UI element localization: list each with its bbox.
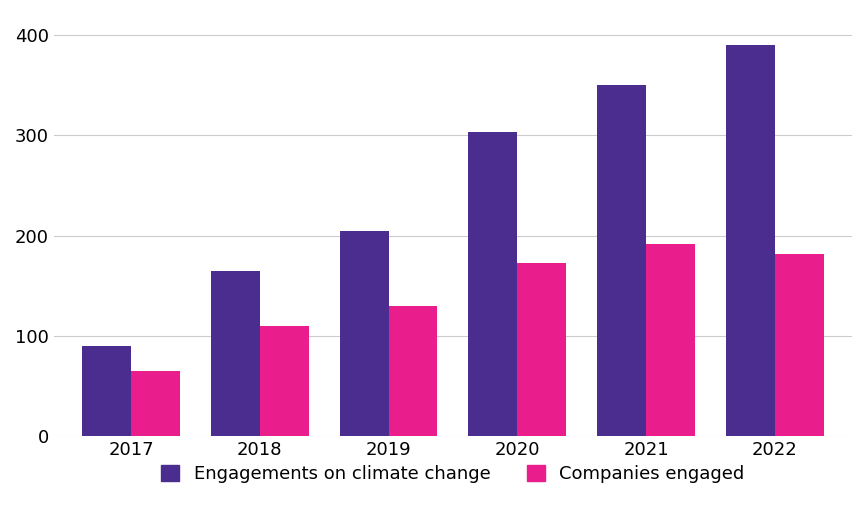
Bar (646, 244, 695, 436)
Bar (726, 45, 775, 436)
Bar (340, 231, 388, 436)
Legend: Engagements on climate change, Companies engaged: Engagements on climate change, Companies… (154, 458, 752, 490)
Bar (775, 254, 824, 436)
Bar (82, 346, 131, 436)
Bar (518, 263, 566, 436)
Bar (260, 326, 309, 436)
Bar (388, 306, 438, 436)
Bar (131, 371, 180, 436)
Bar (468, 132, 518, 436)
Bar (597, 85, 646, 436)
Bar (211, 271, 260, 436)
